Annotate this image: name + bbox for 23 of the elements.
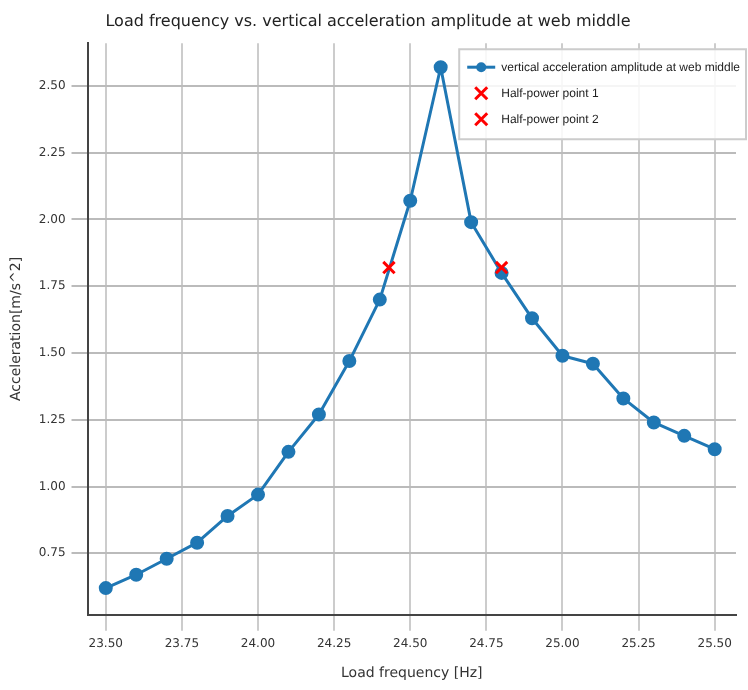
point — [251, 487, 266, 502]
point — [646, 415, 661, 430]
point — [433, 60, 448, 75]
point — [707, 442, 722, 457]
point — [372, 292, 387, 307]
point — [677, 428, 692, 443]
point — [555, 348, 570, 363]
point — [342, 354, 357, 369]
point — [98, 581, 113, 596]
point — [311, 407, 326, 422]
chart-title: Load frequency vs. vertical acceleration amplitude at web middle — [105, 11, 631, 30]
point — [381, 260, 397, 275]
point — [464, 215, 479, 230]
point — [190, 535, 205, 550]
point — [220, 508, 235, 523]
point — [525, 311, 540, 326]
point — [585, 356, 600, 371]
point — [281, 444, 296, 459]
point — [616, 391, 631, 406]
point — [494, 260, 509, 275]
point — [159, 551, 174, 566]
point — [403, 193, 418, 208]
point — [129, 567, 144, 582]
